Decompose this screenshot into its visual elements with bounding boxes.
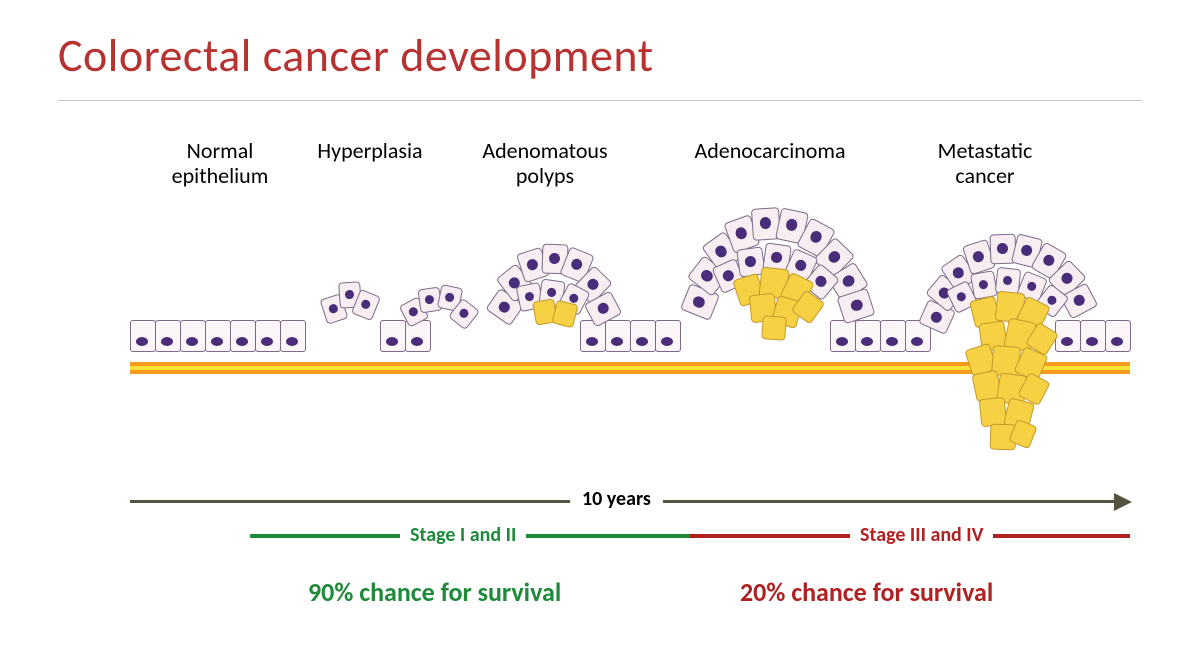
- stage-label-3: Adenocarcinoma: [680, 138, 860, 163]
- epithelium-cell: [130, 320, 156, 352]
- timeline-label: 10 years: [570, 487, 663, 511]
- title-underline: [58, 100, 1142, 101]
- stage-text-a: Stage I and II: [400, 523, 526, 547]
- progression-diagram: [130, 200, 1130, 470]
- adenocarcinoma-growth: [680, 204, 880, 334]
- epithelium-cell: [180, 320, 206, 352]
- page-title: Colorectal cancer development: [58, 28, 654, 84]
- epithelium-cell: [255, 320, 281, 352]
- time-arrow-head-icon: [1114, 493, 1132, 511]
- epithelium-cell: [280, 320, 306, 352]
- stage-label-4: Metastaticcancer: [910, 138, 1060, 189]
- epithelium-cell: [155, 320, 181, 352]
- epithelium-cell: [205, 320, 231, 352]
- epithelium-cell: [230, 320, 256, 352]
- hyperplasia-growth-2: [395, 280, 485, 330]
- stage-labels-row: Normalepithelium Hyperplasia Adenomatous…: [130, 138, 1090, 198]
- epithelium-cell: [880, 320, 906, 352]
- epithelium-cell: [655, 320, 681, 352]
- stage-label-0: Normalepithelium: [150, 138, 290, 189]
- stage-text-b: Stage III and IV: [850, 523, 993, 547]
- survival-a: 90% chance for survival: [308, 576, 561, 608]
- hyperplasia-growth: [305, 278, 395, 328]
- stage-label-1: Hyperplasia: [305, 138, 435, 163]
- epithelium-cell: [630, 320, 656, 352]
- polyp-growth: [480, 238, 630, 333]
- metastatic-growth: [920, 230, 1110, 460]
- survival-b: 20% chance for survival: [740, 576, 993, 608]
- stage-label-2: Adenomatouspolyps: [460, 138, 630, 189]
